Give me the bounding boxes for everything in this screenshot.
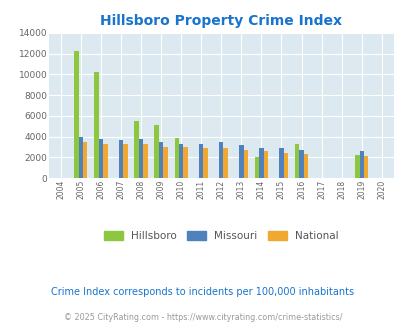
Bar <box>219 143 223 178</box>
Bar <box>139 139 143 178</box>
Bar <box>203 148 207 178</box>
Bar <box>198 144 203 178</box>
Bar <box>183 147 187 178</box>
Bar <box>94 72 98 178</box>
Bar <box>79 137 83 178</box>
Bar <box>294 145 298 178</box>
Bar <box>83 143 87 178</box>
Bar <box>258 148 263 178</box>
Bar <box>354 155 358 178</box>
Bar <box>279 148 283 178</box>
Bar <box>254 157 258 178</box>
Legend: Hillsboro, Missouri, National: Hillsboro, Missouri, National <box>100 227 342 246</box>
Bar <box>243 150 247 178</box>
Bar <box>143 144 147 178</box>
Bar <box>118 140 123 178</box>
Bar <box>134 121 139 178</box>
Bar <box>74 50 79 178</box>
Bar <box>163 147 167 178</box>
Bar <box>263 151 267 178</box>
Title: Hillsboro Property Crime Index: Hillsboro Property Crime Index <box>100 14 341 28</box>
Bar <box>298 150 303 178</box>
Bar <box>158 142 163 178</box>
Bar <box>303 154 307 178</box>
Text: © 2025 CityRating.com - https://www.cityrating.com/crime-statistics/: © 2025 CityRating.com - https://www.city… <box>64 313 341 322</box>
Bar <box>123 144 127 178</box>
Bar <box>223 148 227 178</box>
Bar <box>98 139 103 178</box>
Bar <box>174 138 179 178</box>
Bar <box>179 144 183 178</box>
Bar <box>358 151 363 178</box>
Bar <box>283 153 288 178</box>
Bar <box>154 125 158 178</box>
Bar <box>103 144 107 178</box>
Bar <box>239 145 243 178</box>
Text: Crime Index corresponds to incidents per 100,000 inhabitants: Crime Index corresponds to incidents per… <box>51 287 354 297</box>
Bar <box>363 156 367 178</box>
